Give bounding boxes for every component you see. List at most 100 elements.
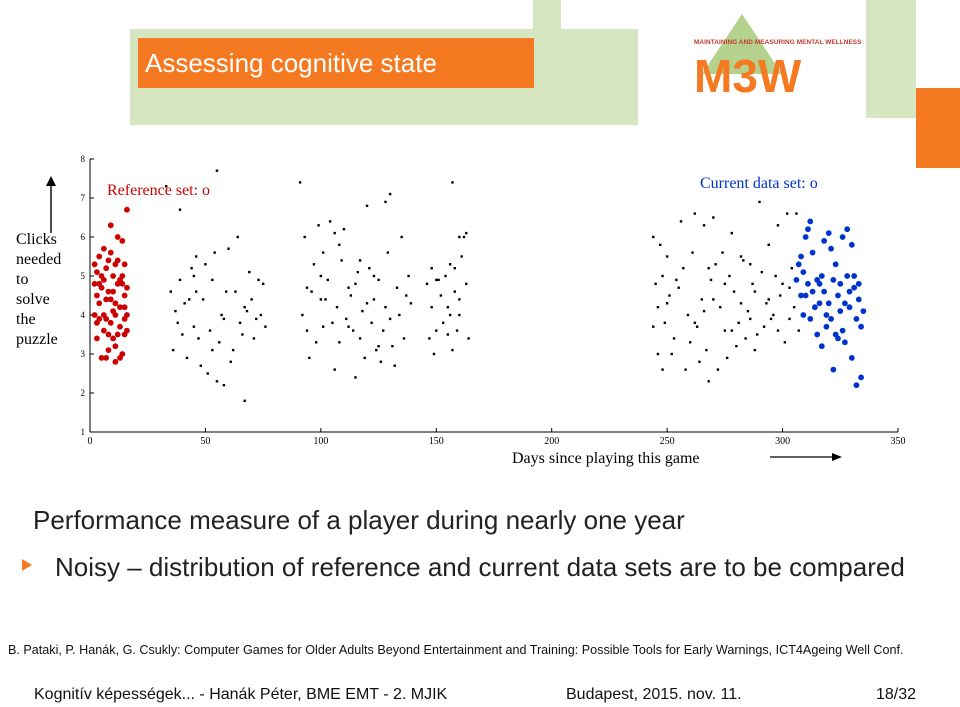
- slide-title: Assessing cognitive state: [138, 38, 534, 88]
- data-point: [693, 321, 697, 324]
- data-point: [846, 304, 853, 311]
- data-point: [328, 220, 332, 223]
- data-point: [312, 263, 316, 266]
- data-point: [742, 259, 745, 262]
- data-point: [110, 273, 116, 279]
- bullet-arrow-icon: [22, 559, 32, 571]
- data-point: [181, 333, 184, 336]
- data-point: [767, 298, 770, 301]
- data-point: [310, 290, 313, 293]
- data-point: [749, 317, 752, 321]
- data-point: [767, 243, 770, 246]
- data-point: [659, 243, 662, 246]
- data-point: [388, 317, 392, 321]
- data-point: [448, 313, 452, 317]
- data-point: [112, 343, 119, 350]
- data-point: [668, 294, 671, 297]
- data-point: [855, 280, 862, 287]
- data-point: [119, 280, 126, 287]
- data-points: [91, 169, 867, 402]
- x-tick-label: 350: [891, 436, 906, 447]
- data-point: [94, 269, 100, 275]
- y-axis-label-line: needed: [16, 251, 61, 268]
- data-point: [402, 337, 406, 340]
- x-axis-arrow-head: [832, 453, 842, 461]
- data-point: [809, 249, 816, 256]
- data-point: [91, 312, 98, 318]
- data-point: [225, 290, 228, 293]
- data-point: [252, 337, 256, 340]
- data-point: [342, 228, 346, 231]
- data-point: [98, 273, 105, 279]
- data-point: [114, 257, 121, 264]
- data-point: [749, 263, 752, 266]
- data-point: [753, 348, 757, 352]
- y-axis-label-line: Clicks: [16, 231, 57, 248]
- data-point: [467, 337, 470, 340]
- data-point: [839, 234, 846, 240]
- data-point: [178, 208, 182, 211]
- data-point: [465, 282, 468, 285]
- data-point: [114, 234, 121, 240]
- y-tick-label: 5: [81, 271, 86, 281]
- chart-caption: Performance measure of a player during n…: [33, 505, 685, 535]
- data-point: [809, 288, 816, 295]
- data-point: [94, 292, 100, 299]
- deco-orange-block-right: [916, 88, 960, 168]
- y-axis-label-line: the: [16, 311, 36, 328]
- data-point: [698, 360, 701, 363]
- data-point: [398, 313, 401, 317]
- data-point: [835, 335, 841, 342]
- legend-reference-set: Reference set: o: [107, 182, 210, 199]
- y-tick-label: 2: [81, 388, 86, 398]
- data-point: [805, 280, 811, 287]
- data-point: [437, 278, 440, 282]
- data-point: [460, 255, 463, 258]
- data-point: [347, 286, 350, 289]
- data-point: [110, 335, 116, 342]
- data-point: [194, 255, 198, 258]
- data-point: [842, 339, 848, 346]
- data-point: [730, 231, 733, 235]
- data-point: [816, 300, 823, 307]
- data-point: [301, 313, 304, 317]
- data-point: [811, 304, 818, 311]
- data-point: [250, 298, 253, 301]
- data-point: [381, 329, 385, 332]
- data-point: [121, 304, 128, 311]
- data-point: [370, 321, 373, 324]
- data-point: [321, 325, 325, 328]
- x-tick-label: 0: [88, 436, 93, 447]
- y-axis-arrow-head: [46, 176, 56, 186]
- data-point: [407, 274, 410, 278]
- data-point: [716, 368, 720, 371]
- data-point: [807, 218, 814, 225]
- data-point: [384, 306, 387, 309]
- data-point: [335, 306, 339, 309]
- data-point: [107, 319, 114, 326]
- data-point: [169, 290, 172, 293]
- data-point: [317, 224, 320, 227]
- y-axis-label-line: puzzle: [16, 331, 58, 348]
- data-point: [842, 300, 848, 307]
- data-point: [110, 288, 116, 295]
- data-point: [425, 282, 429, 285]
- data-point: [238, 321, 242, 324]
- data-point: [211, 348, 214, 352]
- data-point: [375, 348, 378, 352]
- data-point: [215, 380, 219, 383]
- logo-mark-text: M3W: [694, 50, 802, 102]
- data-point: [458, 235, 461, 239]
- footer-date: Budapest, 2015. nov. 11.: [566, 686, 742, 703]
- data-point: [689, 341, 692, 344]
- data-point: [723, 282, 727, 285]
- legend-current-set: Current data set: o: [700, 175, 818, 192]
- data-point: [103, 265, 110, 272]
- data-point: [665, 255, 669, 258]
- data-point: [234, 290, 237, 293]
- data-point: [462, 235, 466, 239]
- data-point: [661, 368, 664, 371]
- data-point: [860, 308, 867, 314]
- y-tick-label: 6: [81, 232, 86, 242]
- data-point: [384, 200, 387, 204]
